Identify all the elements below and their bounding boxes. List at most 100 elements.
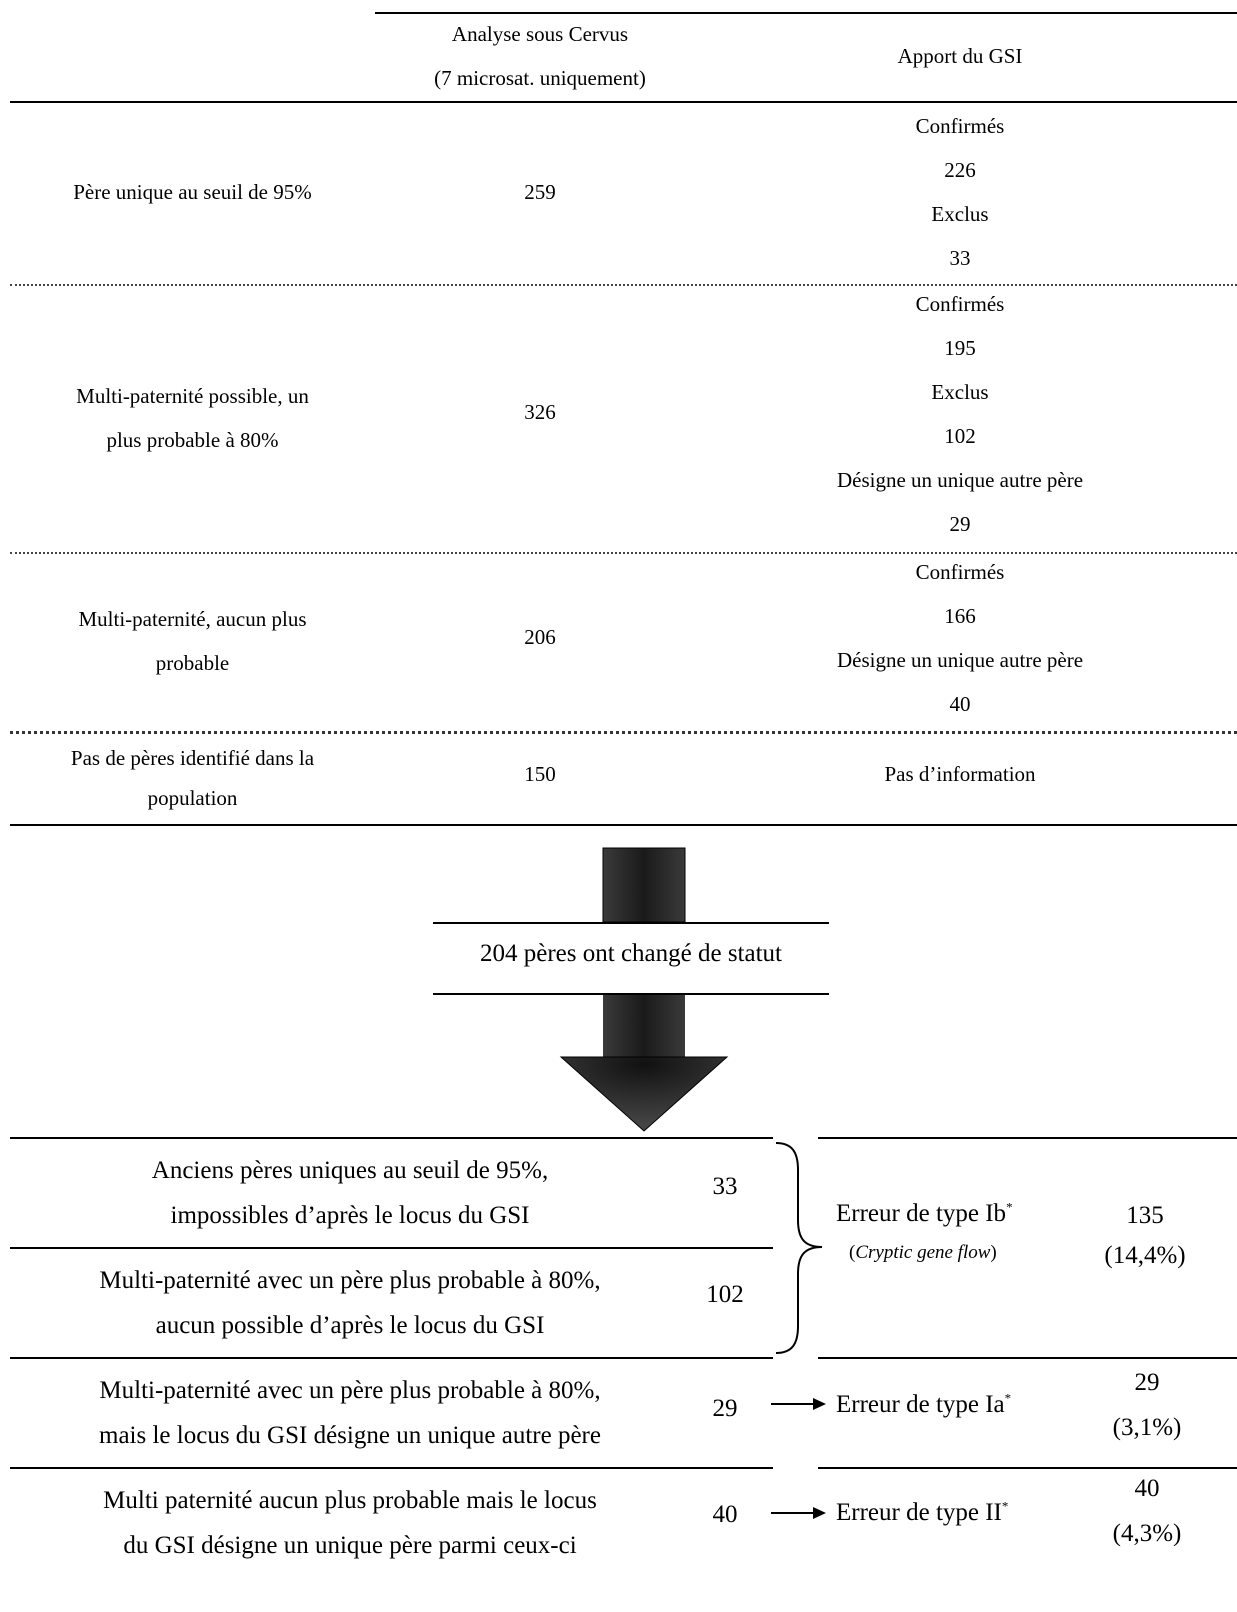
gsi-line: Désigne un unique autre père [836,648,1084,672]
error-ib-sup: * [1006,1199,1013,1215]
gsi-line: Exclus [931,202,989,226]
bottom-row-line: mais le locus du GSI désigne un unique a… [99,1422,601,1449]
row-gsi: Confirmés 226 Exclus 33 [705,102,1215,282]
bottom-rule [818,1467,1237,1469]
error-ia-text: Erreur de type Ia [836,1391,1005,1418]
row-gsi: Pas d’information [705,734,1215,814]
bottom-rule [818,1357,1237,1359]
error-ib-count: 135 (14,4%) [1080,1196,1210,1276]
gsi-line: Désigne un unique autre père [836,468,1084,492]
error-ia-count-text: 29 [1134,1369,1160,1396]
bottom-row-line: Anciens pères uniques au seuil de 95%, [151,1157,549,1184]
error-ii-text: Erreur de type II [836,1499,1002,1526]
arrow-label: 204 pères ont changé de statut [480,940,782,967]
row-label-line: probable [155,651,230,675]
bottom-row-value: 33 [690,1139,760,1235]
header-gsi: Apport du GSI [705,12,1215,100]
gsi-line: 166 [944,604,976,628]
bottom-row-label: Multi-paternité avec un père plus probab… [10,1359,690,1467]
error-ib-sub-text: Cryptic gene flow [855,1242,991,1263]
row-label-line: plus probable à 80% [106,428,279,452]
gsi-line: 29 [949,512,971,536]
table-rule-bottom [10,824,1237,826]
row-label: Multi-paternité possible, un plus probab… [10,285,375,551]
error-ib-label: Erreur de type Ib* [836,1198,1013,1230]
error-ib-pct: (14,4%) [1104,1242,1186,1269]
row-divider [10,731,1237,734]
row-value: 150 [375,734,705,814]
right-arrow-icon [771,1398,826,1410]
bottom-row-label: Multi-paternité avec un père plus probab… [10,1249,690,1357]
table-rule-header [10,101,1237,103]
row-label-line: Pas de pères identifié dans la [70,746,315,770]
right-arrow-icon [771,1507,826,1519]
row-label-line: population [147,786,238,810]
row-gsi: Confirmés 166 Désigne un unique autre pè… [705,549,1215,727]
gsi-line: 40 [949,692,971,716]
bottom-rule [818,1137,1237,1139]
bottom-row-value-text: 40 [712,1501,738,1528]
error-ii-sup: * [1001,1498,1009,1514]
error-ia-label: Erreur de type Ia* [836,1389,1011,1421]
row-label: Multi-paternité, aucun plus probable [10,553,375,729]
row-value-text: 326 [524,400,556,424]
error-ib-sub: (Cryptic gene flow) [849,1242,997,1263]
error-ii-count: 40 (4,3%) [1080,1466,1214,1556]
row-gsi: Confirmés 195 Exclus 102 Désigne un uniq… [705,278,1215,550]
gsi-line: Exclus [931,380,989,404]
gsi-line: Confirmés [915,114,1005,138]
bottom-row-line: impossibles d’après le locus du GSI [170,1202,530,1229]
error-ii-count-text: 40 [1134,1475,1160,1502]
row-value-text: 259 [524,180,556,204]
bottom-row-line: Multi paternité aucun plus probable mais… [103,1487,597,1514]
bottom-rule [10,1467,773,1469]
error-ib-count-text: 135 [1126,1202,1164,1229]
gsi-line: Pas d’information [884,762,1036,786]
row-label-line: Multi-paternité, aucun plus [78,607,307,631]
gsi-line: 195 [944,336,976,360]
gsi-line: 102 [944,424,976,448]
bottom-rule [10,1247,773,1249]
header-cervus: Analyse sous Cervus (7 microsat. uniquem… [375,12,705,100]
gsi-line: Confirmés [915,292,1005,316]
row-value-text: 206 [524,625,556,649]
table-rule-top [375,12,1237,14]
error-ib-text: Erreur de type Ib [836,1200,1007,1227]
gsi-line: 33 [949,246,971,270]
row-label: Père unique au seuil de 95% [10,102,375,282]
bottom-row-line: Multi-paternité avec un père plus probab… [99,1267,601,1294]
down-arrow-icon [559,847,729,1132]
gsi-line: 226 [944,158,976,182]
error-ia-sup: * [1004,1390,1012,1406]
gsi-line: Confirmés [915,560,1005,584]
row-label: Pas de pères identifié dans la populatio… [10,734,375,822]
bottom-row-label: Anciens pères uniques au seuil de 95%, i… [10,1139,690,1247]
bottom-row-value-text: 29 [712,1395,738,1422]
header-cervus-line1: Analyse sous Cervus [451,22,629,46]
bottom-row-value-text: 33 [712,1173,738,1200]
header-cervus-line2: (7 microsat. uniquement) [434,66,646,90]
bottom-rule [10,1137,773,1139]
row-value: 259 [375,102,705,282]
error-ia-pct: (3,1%) [1112,1414,1182,1441]
error-ii-pct: (4,3%) [1112,1520,1182,1547]
bottom-row-label: Multi paternité aucun plus probable mais… [10,1469,690,1577]
header-gsi-label: Apport du GSI [897,44,1023,68]
bottom-row-value-text: 102 [706,1281,744,1308]
bottom-row-line: Multi-paternité avec un père plus probab… [99,1377,601,1404]
bottom-row-value: 40 [690,1469,760,1561]
arrow-label-rule-top [433,922,829,924]
bottom-row-line: aucun possible d’après le locus du GSI [155,1312,545,1339]
row-label-line: Père unique au seuil de 95% [73,180,312,204]
row-divider [10,284,1237,286]
row-value-text: 150 [524,762,556,786]
row-value: 326 [375,285,705,539]
bottom-row-value: 102 [690,1249,760,1341]
bottom-rule [10,1357,773,1359]
bottom-row-value: 29 [690,1359,760,1459]
error-ia-count: 29 (3,1%) [1080,1360,1214,1450]
bottom-row-line: du GSI désigne un unique père parmi ceux… [123,1532,577,1559]
curly-brace-icon [775,1142,823,1354]
arrow-label-rule-bottom [433,993,829,995]
